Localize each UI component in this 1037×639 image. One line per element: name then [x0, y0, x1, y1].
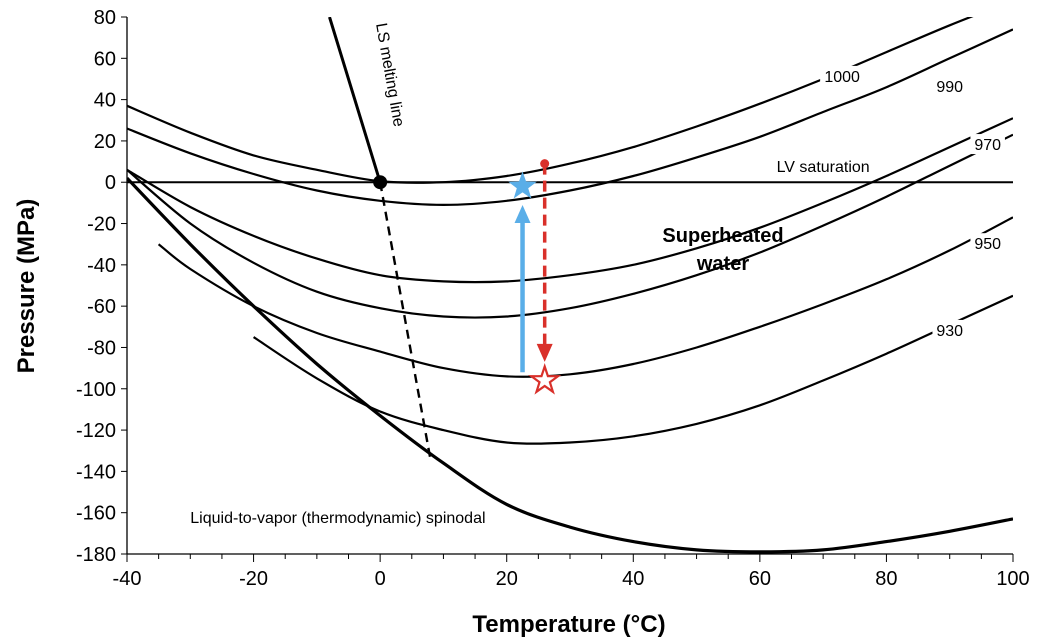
y-axis-title: Pressure (MPa): [13, 199, 40, 374]
red-path-arrowhead: [536, 343, 553, 362]
isochore-label-bg: [932, 76, 967, 97]
spinodal-label: Liquid-to-vapor (thermodynamic) spinodal: [190, 510, 485, 527]
y-tick-label: 60: [94, 48, 116, 70]
triple-point-marker: [373, 175, 388, 190]
isochore-label-970: 970: [974, 137, 1001, 154]
isochore-label-930: 930: [936, 323, 963, 340]
x-tick-label: 20: [496, 568, 518, 590]
isochore-label-950: 950: [974, 236, 1001, 253]
blue-star-marker: [508, 171, 537, 199]
ls-melting-line: [328, 17, 382, 183]
x-tick-label: 0: [375, 568, 386, 590]
y-tick-label: 20: [94, 131, 116, 153]
isochore-line-990: [127, 28, 1013, 207]
y-tick-label: -160: [76, 503, 116, 525]
spinodal-line: [127, 176, 1013, 554]
x-tick-label: 80: [875, 568, 897, 590]
curves-layer: [127, 17, 1013, 554]
y-tick-label: -140: [76, 461, 116, 483]
y-tick-label: -100: [76, 379, 116, 401]
x-tick-label: 40: [622, 568, 644, 590]
isochore-label-bg: [820, 65, 865, 86]
tick-labels-layer: 80 60 40 20 0 -20 -40 -60 -80 -100 -120 -140 -160 -18…: [76, 7, 1030, 590]
isochore-line-1000: [127, 17, 974, 184]
y-tick-label: 80: [94, 7, 116, 29]
isochore-label-bg: [932, 319, 967, 340]
y-tick-label: 40: [94, 90, 116, 112]
lv-saturation-label: LV saturation: [777, 159, 870, 176]
y-tick-label: -180: [76, 544, 116, 566]
y-tick-label: -60: [87, 296, 116, 318]
x-tick-label: -40: [113, 568, 142, 590]
x-tick-label: -20: [239, 568, 268, 590]
x-axis-title: Temperature (°C): [472, 611, 665, 638]
y-tick-label: -20: [87, 214, 116, 236]
isochore-label-1000: 1000: [824, 69, 860, 86]
y-tick-label: -40: [87, 255, 116, 277]
isochore-line-unlabeled-4: [157, 216, 1013, 378]
isochore-label-bg: [970, 134, 1005, 155]
red-star-marker: [528, 363, 562, 395]
x-tick-label: 100: [996, 568, 1029, 590]
isochore-line-930: [252, 294, 1013, 445]
region-label-line-1: Superheated: [662, 225, 783, 247]
region-label-line-2: water: [696, 253, 749, 275]
y-tick-label: -80: [87, 337, 116, 359]
axes-layer: [121, 16, 1014, 562]
isochore-label-bg: [970, 233, 1005, 254]
x-tick-label: 60: [749, 568, 771, 590]
y-tick-label: 0: [105, 172, 116, 194]
melting-line-extension: [378, 182, 432, 462]
isochore-line-950: [127, 133, 1013, 319]
blue-path-arrowhead: [514, 205, 531, 224]
isochore-label-990: 990: [936, 79, 963, 96]
y-tick-label: -120: [76, 420, 116, 442]
